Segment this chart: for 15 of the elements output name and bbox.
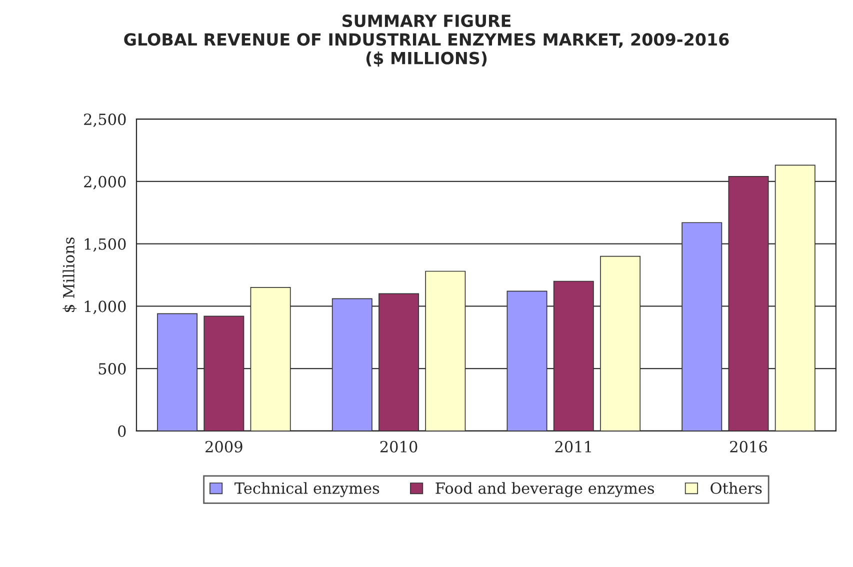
y-axis-title: $ Millions xyxy=(62,237,77,312)
legend-label: Others xyxy=(710,482,762,494)
legend-label: Technical enzymes xyxy=(234,482,380,498)
y-tick-label: 1,000 xyxy=(84,300,126,314)
y-tick-label: 500 xyxy=(98,363,126,375)
x-tick-label: 2016 xyxy=(730,440,767,452)
x-tick-label: 2011 xyxy=(555,440,591,452)
y-tick-label: 0 xyxy=(118,425,126,437)
x-tick-label: 2009 xyxy=(206,440,242,452)
y-tick-label: 1,500 xyxy=(84,238,126,252)
y-tick-label: 2,500 xyxy=(84,114,126,127)
chart-title: SUMMARY FIGURE GLOBAL REVENUE OF INDUSTRIAL ENZYMES MARKET, 2009-2016 ($ MILLIONS) xyxy=(124,14,729,67)
legend-label: Food and beverage enzymes xyxy=(436,482,654,498)
y-tick-label: 2,000 xyxy=(84,176,126,190)
x-tick-label: 2010 xyxy=(380,440,418,452)
